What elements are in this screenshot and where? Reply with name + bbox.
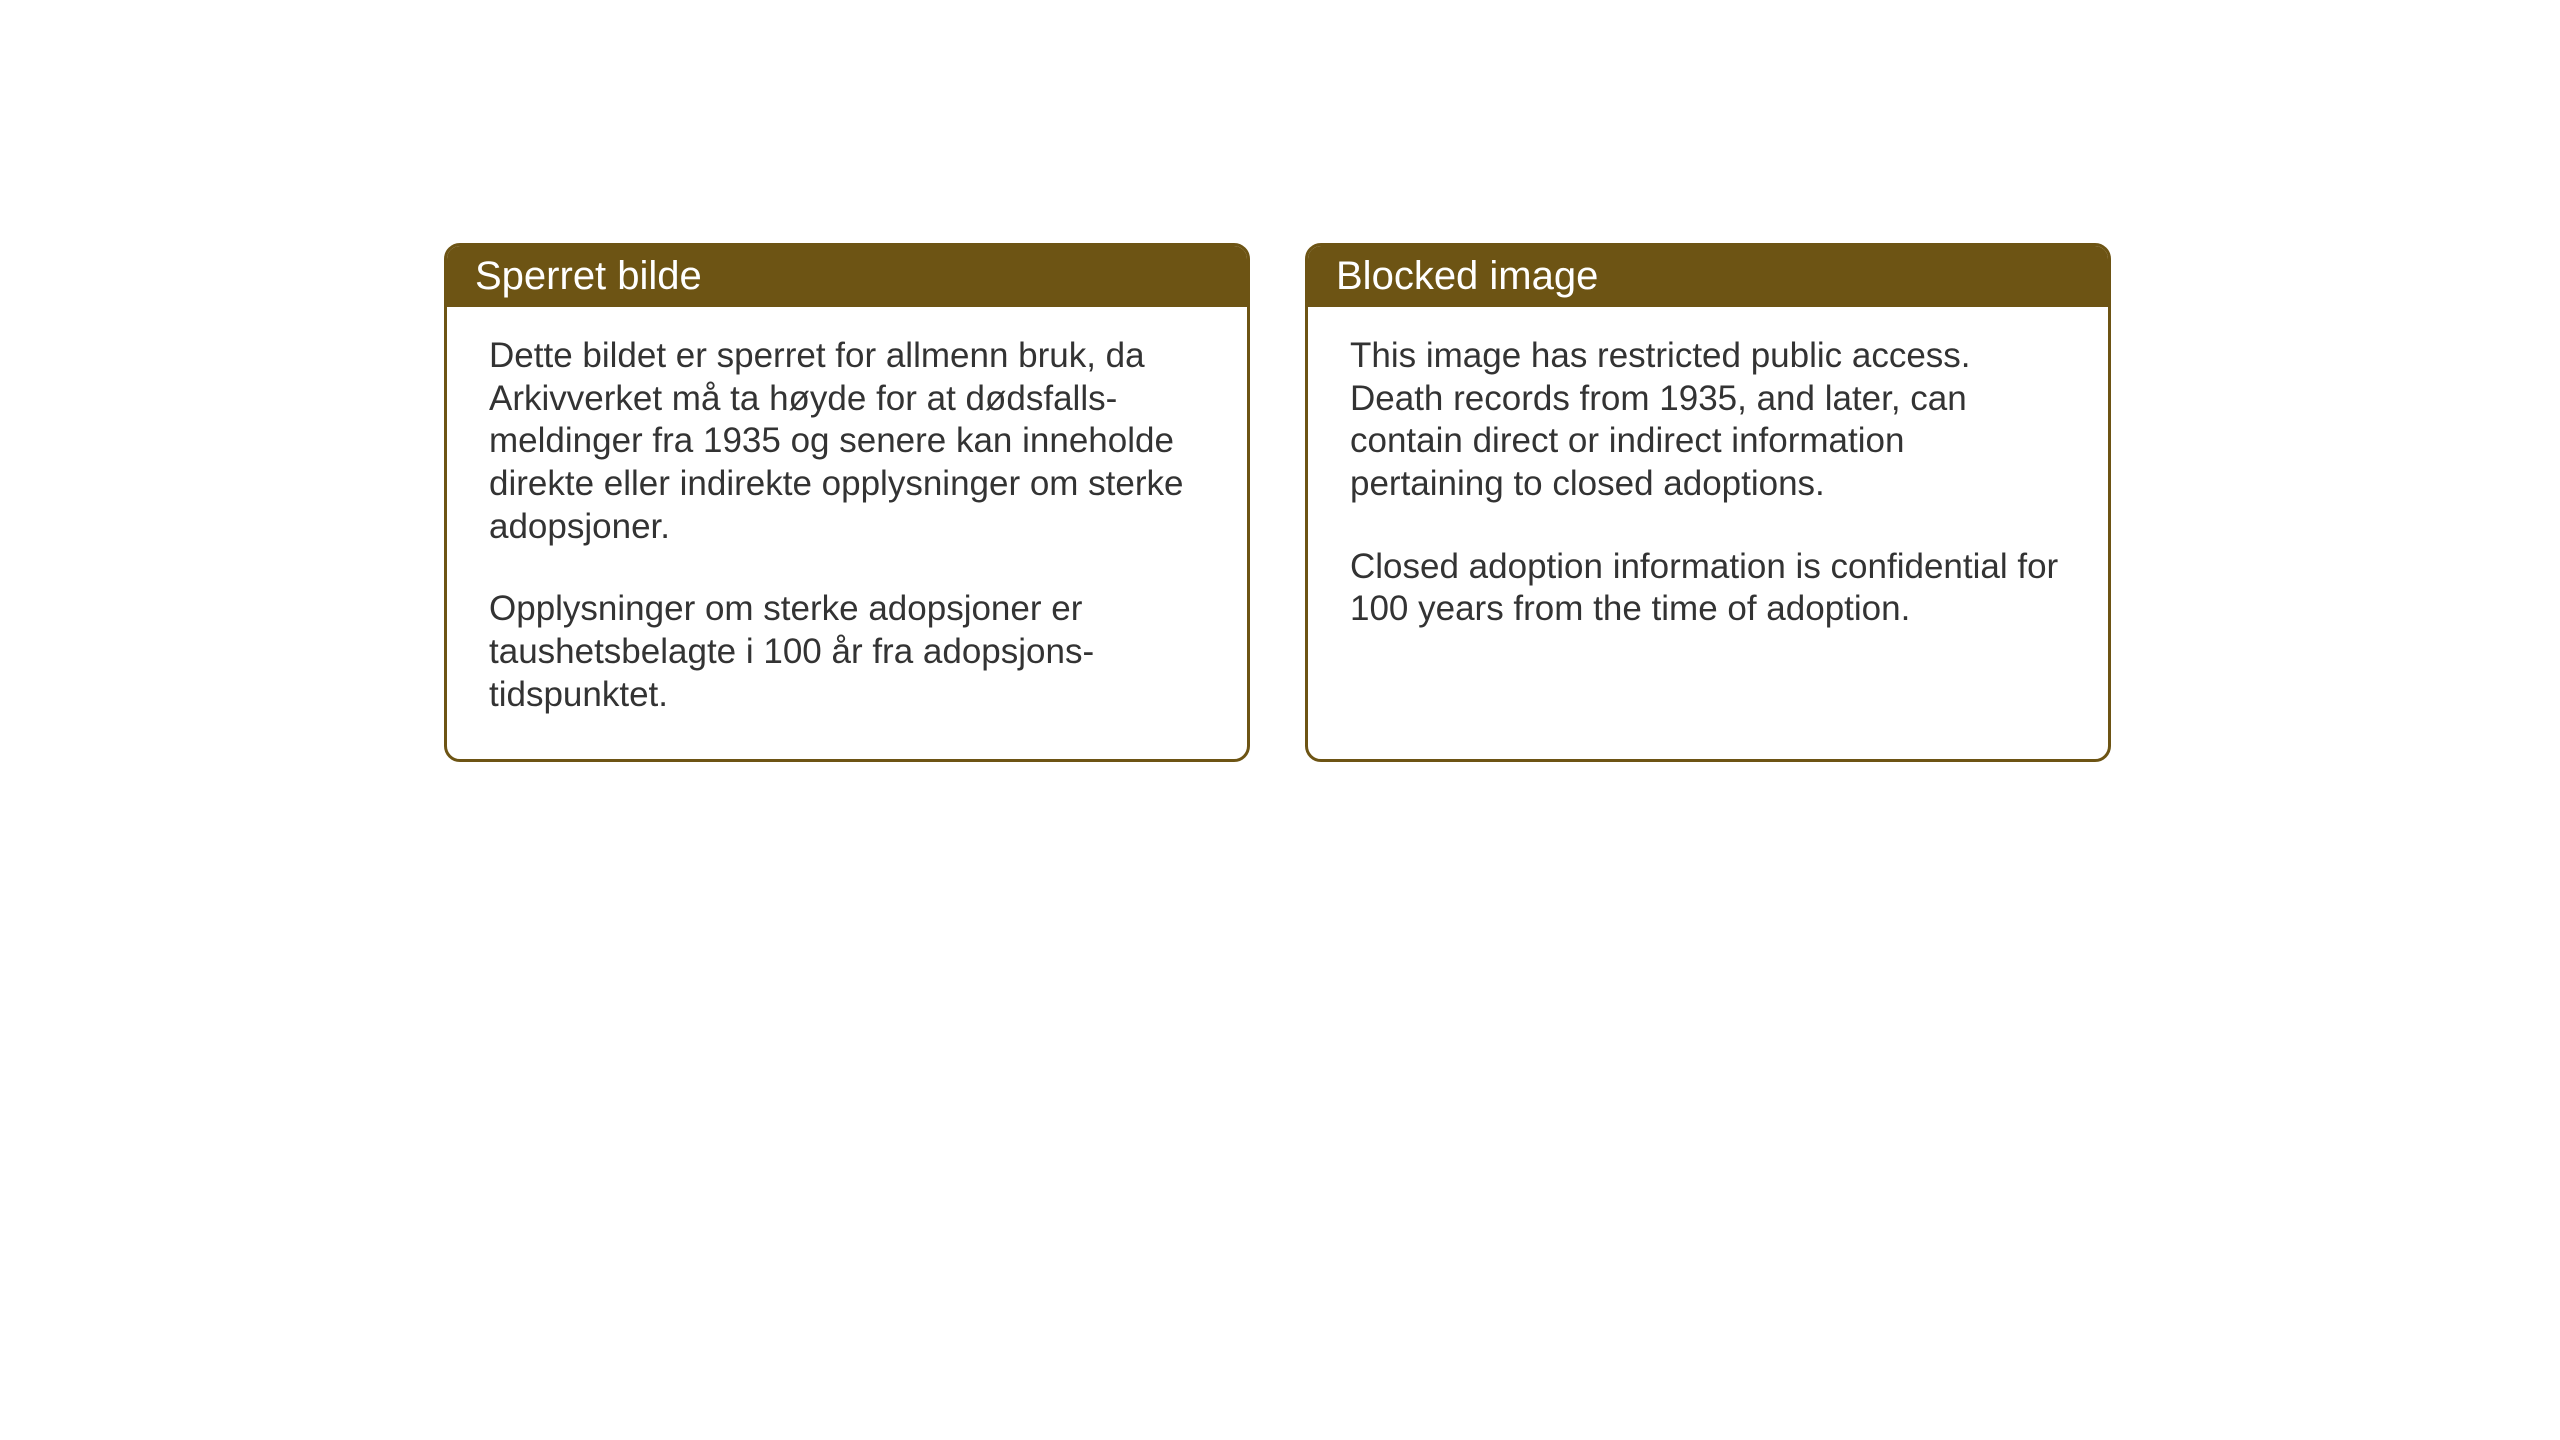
norwegian-card-body: Dette bildet er sperret for allmenn bruk… bbox=[447, 307, 1247, 759]
english-paragraph-2: Closed adoption information is confident… bbox=[1350, 546, 2066, 631]
norwegian-paragraph-2: Opplysninger om sterke adopsjoner er tau… bbox=[489, 588, 1205, 716]
norwegian-card-title: Sperret bilde bbox=[447, 246, 1247, 307]
english-card-body: This image has restricted public access.… bbox=[1308, 307, 2108, 673]
english-paragraph-1: This image has restricted public access.… bbox=[1350, 335, 2066, 506]
norwegian-paragraph-1: Dette bildet er sperret for allmenn bruk… bbox=[489, 335, 1205, 548]
norwegian-message-card: Sperret bilde Dette bildet er sperret fo… bbox=[444, 243, 1250, 762]
english-message-card: Blocked image This image has restricted … bbox=[1305, 243, 2111, 762]
english-card-title: Blocked image bbox=[1308, 246, 2108, 307]
message-cards-container: Sperret bilde Dette bildet er sperret fo… bbox=[444, 243, 2111, 762]
